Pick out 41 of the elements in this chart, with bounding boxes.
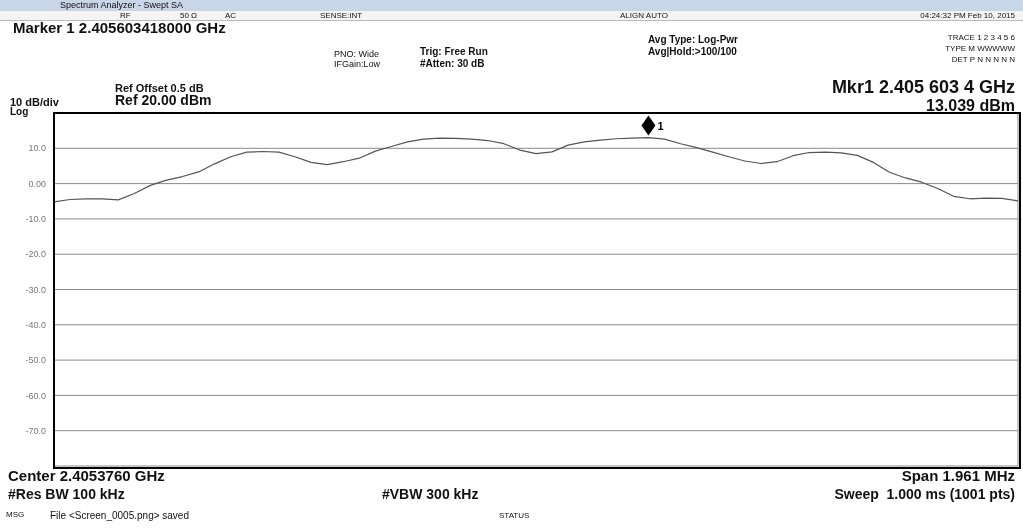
text: PNO: Wide bbox=[334, 49, 380, 60]
text: Span 1.961 MHz bbox=[901, 467, 1015, 485]
text: MSG bbox=[6, 510, 25, 520]
text: Ref 20.00 dBm bbox=[115, 92, 212, 109]
text: IFGain:Low bbox=[334, 59, 381, 70]
y-tick-label: -60.0 bbox=[25, 390, 46, 401]
text: DET P N N N N N bbox=[951, 55, 1015, 65]
text: #VBW 300 kHz bbox=[382, 486, 479, 503]
text: Log bbox=[10, 106, 29, 117]
text: 04:24:32 PM Feb 10, 2015 bbox=[920, 11, 1015, 21]
text: 50 Ω bbox=[180, 11, 198, 21]
text: ALIGN AUTO bbox=[620, 11, 668, 21]
text: STATUS bbox=[499, 511, 530, 521]
y-tick-label: -70.0 bbox=[25, 425, 46, 436]
y-tick-label: -20.0 bbox=[25, 249, 46, 260]
text: File <Screen_0005.png> saved bbox=[50, 510, 189, 521]
y-tick-label: -50.0 bbox=[25, 355, 46, 366]
text: Marker 1 2.405603418000 GHz bbox=[13, 19, 226, 37]
text: Center 2.4053760 GHz bbox=[8, 467, 165, 485]
y-tick-label: -40.0 bbox=[25, 319, 46, 330]
text: TRACE 1 2 3 4 5 6 bbox=[947, 33, 1015, 43]
text: Trig: Free Run bbox=[420, 46, 488, 57]
text: 10 dB/div bbox=[10, 96, 59, 108]
y-tick-label: -30.0 bbox=[25, 284, 46, 295]
text: SENSE:INT bbox=[320, 11, 363, 21]
text: AC bbox=[225, 11, 237, 21]
text: TYPE M WWWWW bbox=[945, 44, 1015, 54]
text: #Res BW 100 kHz bbox=[8, 486, 125, 503]
y-tick-label: 0.00 bbox=[28, 178, 46, 189]
text: RF bbox=[120, 11, 131, 21]
text: Ref Offset 0.5 dB bbox=[115, 82, 204, 94]
text: Avg|Hold:>100/100 bbox=[648, 46, 737, 57]
y-tick-label: 10.0 bbox=[28, 143, 46, 154]
text: Mkr1 2.405 603 4 GHz bbox=[831, 77, 1015, 98]
text: #Atten: 30 dB bbox=[420, 58, 485, 69]
text: Sweep 1.000 ms (1001 pts) bbox=[834, 486, 1015, 503]
annotation: 13.039 dBm bbox=[926, 97, 1015, 115]
annotation: 1 bbox=[657, 119, 664, 132]
y-tick-label: -10.0 bbox=[25, 214, 46, 225]
text: Avg Type: Log-Pwr bbox=[648, 34, 738, 45]
text: Spectrum Analyzer - Swept SA bbox=[60, 0, 184, 11]
